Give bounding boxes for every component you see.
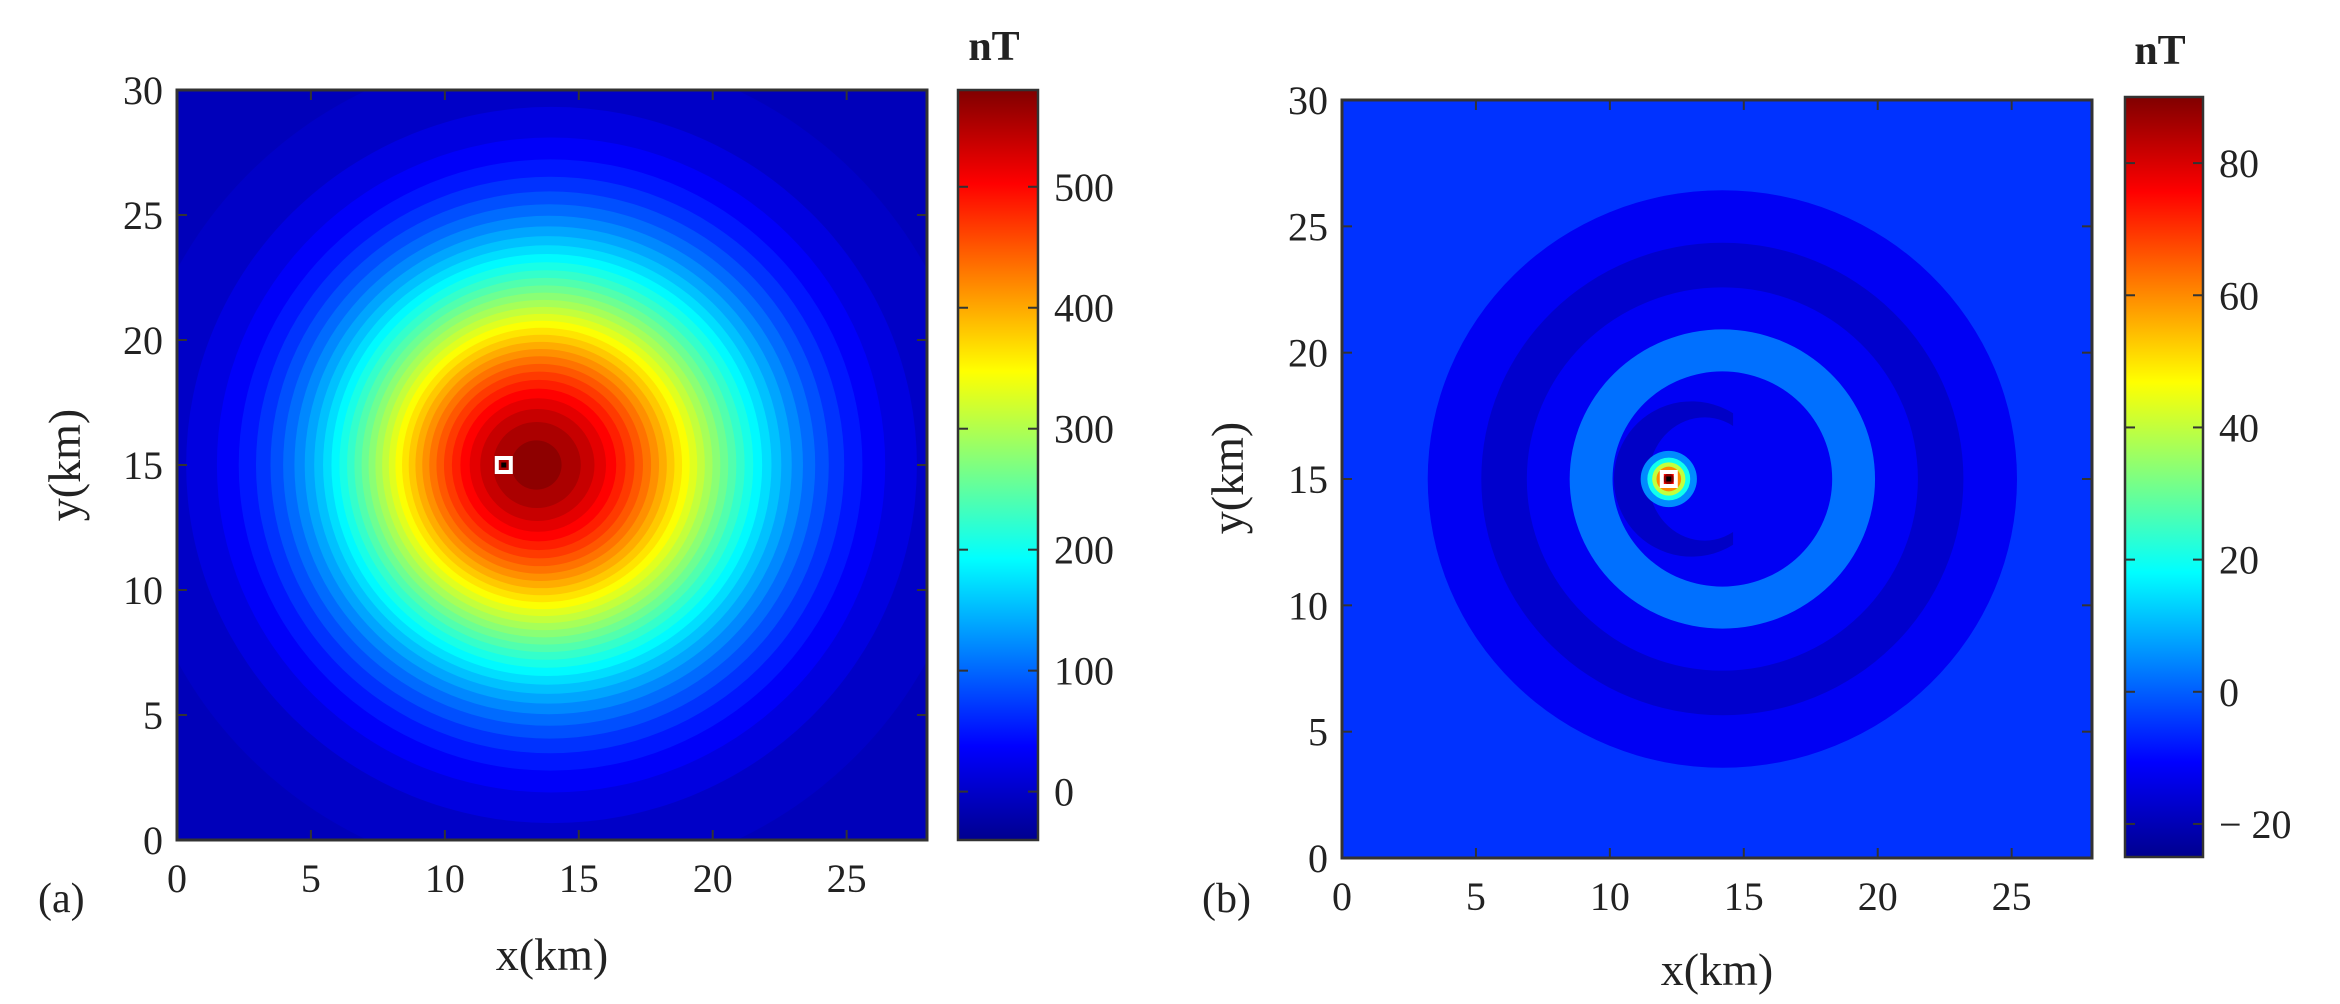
source-marker-square bbox=[1659, 470, 1678, 488]
y-tick-label: 10 bbox=[1288, 583, 1328, 628]
heatmap-b bbox=[1342, 100, 2092, 858]
x-axis-label-a: x(km) bbox=[496, 929, 608, 980]
heatmap-a bbox=[177, 90, 927, 840]
y-tick-label: 5 bbox=[1308, 710, 1328, 755]
colorbar-tick-label: 60 bbox=[2219, 273, 2259, 318]
x-ticks-a: 0 5 10 15 20 25 bbox=[167, 90, 867, 901]
x-tick-label: 20 bbox=[693, 856, 733, 901]
colorbar-tick-label: 80 bbox=[2219, 141, 2259, 186]
x-tick-label: 0 bbox=[1332, 874, 1352, 919]
panel-label-a: (a) bbox=[38, 876, 85, 922]
y-ticks-a: 0 5 10 15 20 25 30 bbox=[123, 68, 927, 863]
colorbar-tick-label: 500 bbox=[1054, 165, 1114, 210]
y-tick-label: 15 bbox=[123, 443, 163, 488]
colorbar-b bbox=[2123, 95, 2205, 859]
colorbar-a bbox=[956, 88, 1040, 842]
x-tick-label: 0 bbox=[167, 856, 187, 901]
colorbar-tick-label: 0 bbox=[2219, 670, 2239, 715]
y-tick-label: 30 bbox=[1288, 78, 1328, 123]
colorbar-tick-label: − 20 bbox=[2219, 802, 2292, 847]
x-tick-label: 15 bbox=[1724, 874, 1764, 919]
colorbar-tick-label: 0 bbox=[1054, 770, 1074, 815]
colorbar-tick-label: 300 bbox=[1054, 407, 1114, 452]
x-tick-label: 20 bbox=[1858, 874, 1898, 919]
source-marker-dot bbox=[1666, 476, 1672, 482]
y-tick-label: 20 bbox=[123, 318, 163, 363]
y-axis-label-b: y(km) bbox=[1202, 422, 1253, 534]
y-tick-label: 15 bbox=[1288, 457, 1328, 502]
colorbar-tick-label: 40 bbox=[2219, 405, 2259, 450]
y-tick-label: 25 bbox=[1288, 204, 1328, 249]
y-tick-label: 20 bbox=[1288, 331, 1328, 376]
colorbar-tick-label: 400 bbox=[1054, 286, 1114, 331]
y-tick-label: 0 bbox=[143, 818, 163, 863]
colorbar-unit-a: nT bbox=[968, 24, 1019, 70]
x-tick-label: 5 bbox=[1466, 874, 1486, 919]
colorbar-tick-label: 20 bbox=[2219, 538, 2259, 583]
source-marker-b bbox=[1659, 470, 1678, 488]
y-ticks-b: 0 5 10 15 20 25 30 bbox=[1288, 78, 2092, 881]
colorbar-tick-label: 100 bbox=[1054, 649, 1114, 694]
panel-label-b: (b) bbox=[1202, 876, 1251, 922]
x-tick-label: 25 bbox=[1992, 874, 2032, 919]
colorbar-ticks-b: − 20 0 20 40 60 80 bbox=[2125, 141, 2292, 847]
x-tick-label: 10 bbox=[1590, 874, 1630, 919]
y-tick-label: 0 bbox=[1308, 836, 1328, 881]
x-ticks-b: 0 5 10 15 20 25 bbox=[1332, 100, 2032, 919]
x-tick-label: 5 bbox=[301, 856, 321, 901]
source-marker-a bbox=[494, 456, 513, 474]
y-tick-label: 5 bbox=[143, 693, 163, 738]
x-tick-label: 10 bbox=[425, 856, 465, 901]
x-axis-label-b: x(km) bbox=[1661, 944, 1773, 995]
colorbar-tick-label: 200 bbox=[1054, 528, 1114, 573]
source-marker-dot bbox=[501, 462, 507, 468]
x-tick-label: 25 bbox=[827, 856, 867, 901]
y-tick-label: 25 bbox=[123, 193, 163, 238]
y-tick-label: 30 bbox=[123, 68, 163, 113]
source-marker-square bbox=[494, 456, 513, 474]
colorbar-ticks-a: 0 100 200 300 400 500 bbox=[958, 165, 1114, 815]
contour-crescent bbox=[1613, 401, 1734, 557]
colorbar-unit-b: nT bbox=[2134, 28, 2185, 74]
y-tick-label: 10 bbox=[123, 568, 163, 613]
x-tick-label: 15 bbox=[559, 856, 599, 901]
y-axis-label-a: y(km) bbox=[39, 409, 90, 521]
contour-band bbox=[511, 440, 562, 490]
